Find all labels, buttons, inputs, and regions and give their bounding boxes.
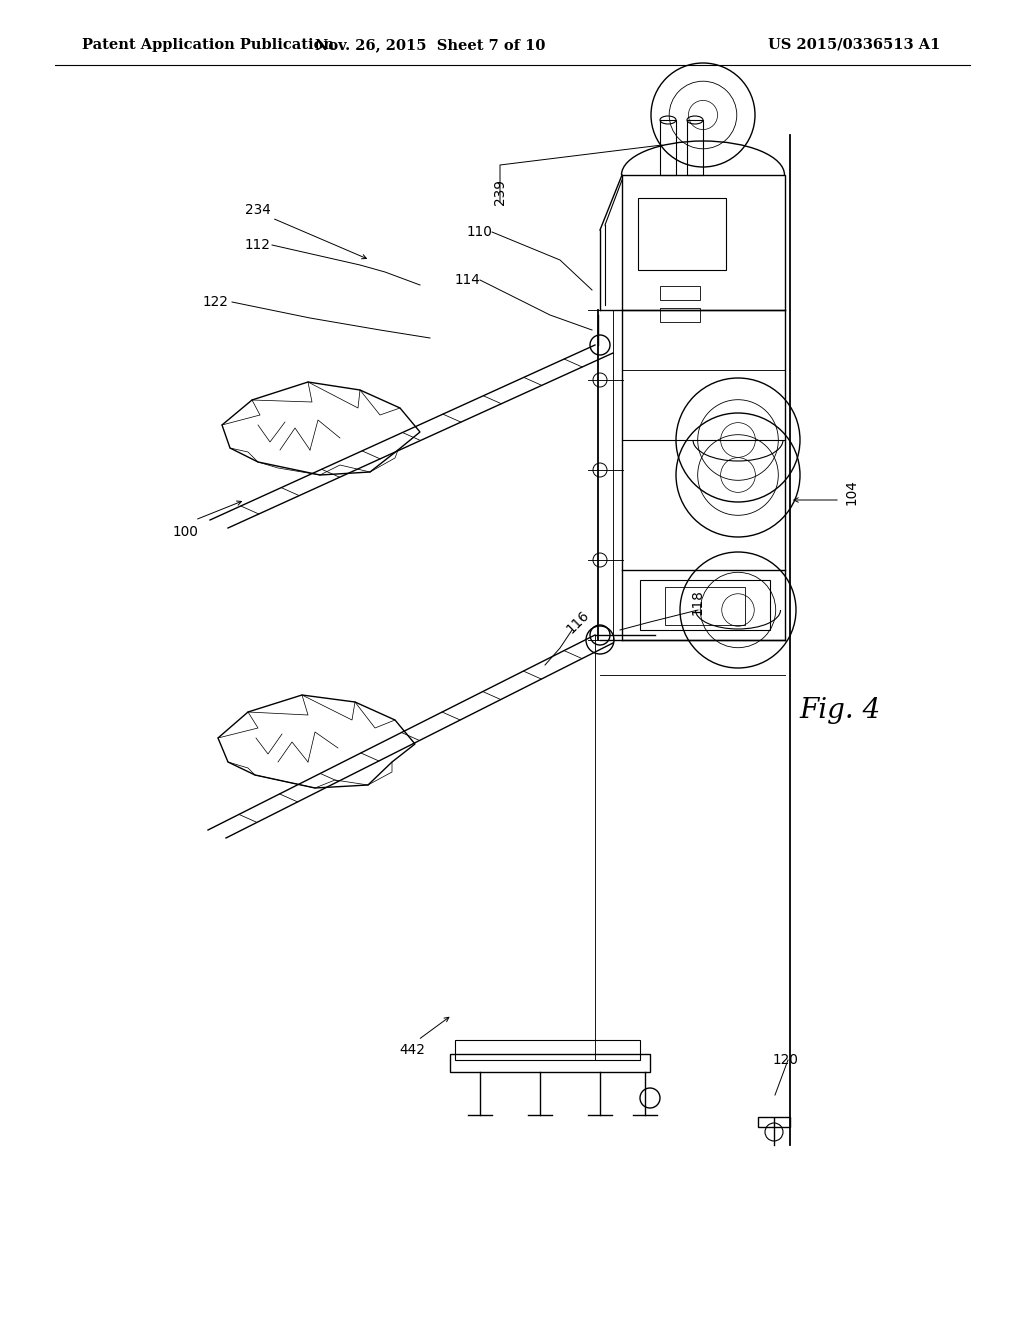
Text: Nov. 26, 2015  Sheet 7 of 10: Nov. 26, 2015 Sheet 7 of 10 xyxy=(314,38,545,51)
Text: 120: 120 xyxy=(772,1053,798,1067)
Text: Patent Application Publication: Patent Application Publication xyxy=(82,38,334,51)
Text: 116: 116 xyxy=(564,609,592,636)
Bar xyxy=(758,1117,790,1127)
Bar xyxy=(450,1053,650,1072)
Bar xyxy=(660,120,676,176)
Bar xyxy=(660,308,700,322)
Text: Fig. 4: Fig. 4 xyxy=(800,697,881,723)
Bar xyxy=(640,579,770,630)
Text: 104: 104 xyxy=(845,479,859,506)
Text: 114: 114 xyxy=(455,273,481,286)
Text: 239: 239 xyxy=(493,180,507,205)
Bar xyxy=(687,120,703,176)
Text: 100: 100 xyxy=(172,525,198,539)
Text: 122: 122 xyxy=(202,294,228,309)
Text: 110: 110 xyxy=(467,224,493,239)
Text: 118: 118 xyxy=(691,589,705,615)
Bar xyxy=(665,587,745,624)
Bar xyxy=(638,198,726,271)
Text: 442: 442 xyxy=(399,1043,425,1057)
Text: US 2015/0336513 A1: US 2015/0336513 A1 xyxy=(768,38,940,51)
Text: 234: 234 xyxy=(245,203,271,216)
Bar xyxy=(660,286,700,300)
Text: 112: 112 xyxy=(245,238,271,252)
